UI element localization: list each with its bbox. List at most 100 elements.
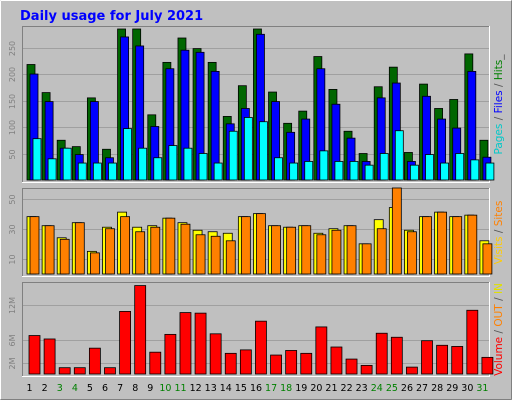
visits-bar-sites: [135, 231, 146, 275]
visits-bar-sites: [407, 231, 417, 275]
hits-bar-pages: [440, 162, 450, 181]
series-label-part: Files: [493, 90, 505, 113]
x-tick-label: 30: [461, 383, 473, 394]
x-tick-label: 19: [295, 383, 307, 394]
hits-bar-pages: [319, 150, 329, 181]
hits-bar-pages: [32, 138, 42, 181]
chart-title: Daily usage for July 2021: [20, 9, 203, 24]
volume-bar-volume: [149, 351, 162, 375]
x-tick-label: 14: [220, 383, 232, 394]
hits-bar-pages: [379, 153, 389, 181]
series-label-part: Visits: [493, 237, 505, 265]
visits-bar-sites: [482, 243, 493, 275]
visits-bar-sites: [452, 216, 463, 275]
hits-bar-pages: [243, 117, 253, 181]
visits-bar-sites: [316, 234, 327, 275]
visits-bar-sites: [74, 222, 85, 275]
x-tick-label: 8: [132, 383, 138, 394]
series-label-part: Sites: [493, 201, 505, 227]
volume-bar-volume: [43, 338, 56, 375]
visits-bar-sites: [180, 223, 191, 275]
hits-bar-pages: [183, 147, 193, 181]
x-tick-label: 22: [341, 383, 353, 394]
series-label-part: /: [493, 113, 505, 123]
hits-bar-pages: [349, 161, 359, 181]
panels: 50 100 150 200 250 10 30 50 2M 6M 12M: [8, 26, 495, 377]
hits-bar-pages: [289, 162, 299, 181]
series-label-part: Hits: [493, 60, 505, 80]
visits-bar-sites: [120, 216, 130, 275]
hits-y-tick-label: 50: [8, 149, 17, 159]
visits-bar-sites: [256, 213, 266, 275]
series-labels: Pages / Files / Hits_ Visits / Sites Volum…: [493, 54, 505, 376]
volume-bar-volume: [315, 326, 328, 375]
x-tick-label: 16: [250, 383, 262, 394]
hits-y-tick-label: 200: [8, 67, 17, 82]
hits-y-tick-label: 250: [8, 41, 17, 56]
visits-bar-sites: [210, 235, 221, 275]
visits-bar-sites: [195, 234, 206, 275]
x-tick-label: 1: [27, 383, 33, 394]
x-tick-label: 3: [57, 383, 63, 394]
volume-bar-volume: [375, 332, 388, 375]
visits-bar-sites: [225, 240, 236, 275]
visits-y-tick-label: 10: [8, 254, 17, 264]
volume-bar-volume: [239, 349, 252, 375]
panel-volume: 2M 6M 12M: [8, 282, 494, 377]
hits-bar-pages: [213, 162, 223, 181]
visits-bar-sites: [467, 214, 478, 275]
series-label-part: /: [493, 226, 505, 236]
x-tick-label: 28: [431, 383, 443, 394]
visits-y-tick-label: 50: [8, 194, 17, 204]
series-label-part: Pages: [493, 124, 505, 155]
x-tick-label: 6: [102, 383, 108, 394]
volume-bar-volume: [330, 346, 343, 375]
volume-bar-volume: [179, 312, 192, 375]
visits-bar-sites: [331, 229, 342, 275]
hits-bar-pages: [334, 161, 344, 181]
volume-bar-volume: [421, 340, 433, 375]
x-tick-label: 23: [356, 383, 368, 394]
hits-bar-pages: [138, 147, 148, 181]
series-label-part: Volume: [493, 337, 505, 376]
visits-bar-sites: [105, 228, 115, 275]
x-tick-label: 18: [280, 383, 292, 394]
hits-bar-pages: [485, 162, 495, 181]
volume-bar-volume: [119, 311, 131, 375]
visits-y-tick-label: 30: [8, 224, 17, 234]
hits-bar-pages: [92, 162, 102, 181]
hits-bar-pages: [259, 121, 268, 181]
visits-bar-sites: [346, 225, 357, 275]
x-tick-label: 9: [147, 383, 153, 394]
x-tick-label: 29: [446, 383, 458, 394]
x-tick-label: 12: [190, 383, 202, 394]
hits-bar-pages: [47, 158, 57, 181]
hits-bar-pages: [77, 162, 87, 181]
visits-bar-sites: [240, 216, 251, 275]
visits-bar-sites: [422, 216, 432, 275]
hits-bar-pages: [364, 164, 374, 181]
volume-bar-volume: [28, 335, 41, 375]
volume-bar-volume: [436, 344, 449, 375]
x-axis-labels: 1 2 3 4 5 6 7 8 9 10 11 12 13 14 15 16 17 18 19 20 21 22 23 24 2…: [27, 383, 489, 394]
visits-bar-sites: [44, 225, 55, 275]
hits-bar-pages: [425, 154, 434, 181]
visits-bar-sites: [437, 211, 448, 275]
volume-bar-volume: [194, 312, 207, 375]
hits-bar-pages: [153, 157, 163, 181]
hits-bar-pages: [274, 157, 283, 181]
x-tick-label: 31: [476, 383, 488, 394]
visits-bar-sites: [271, 225, 281, 275]
volume-bar-volume: [164, 333, 177, 375]
hits-bar-pages: [470, 159, 480, 181]
volume-y-tick-label: 6M: [8, 334, 17, 346]
x-tick-label: 2: [42, 383, 48, 394]
x-tick-label: 10: [159, 383, 171, 394]
hits-bar-pages: [304, 161, 314, 181]
volume-y-tick-label: 12M: [8, 297, 17, 314]
volume-y-tick-label: 2M: [8, 357, 17, 369]
visits-bar-sites: [301, 225, 312, 275]
series-label-part: OUT: [493, 304, 505, 327]
x-tick-label: 5: [87, 383, 93, 394]
